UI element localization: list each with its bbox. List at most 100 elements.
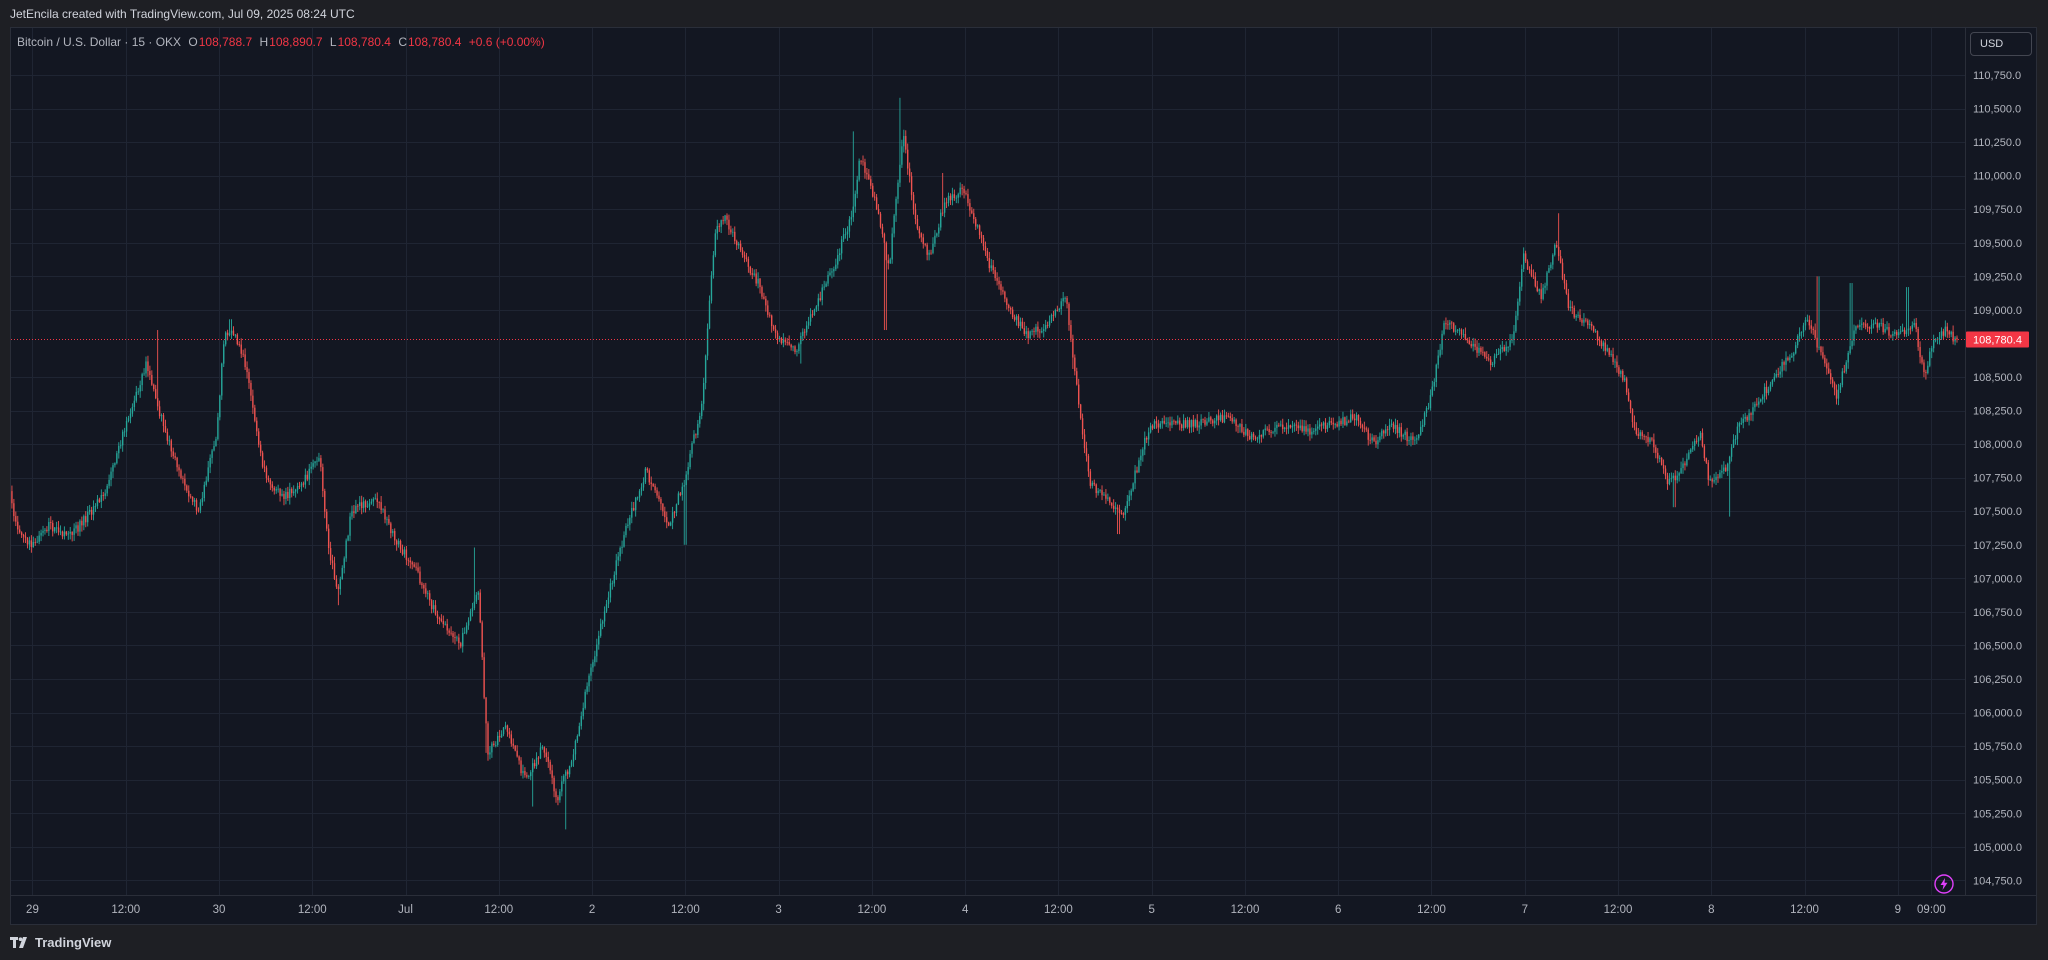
candle-up <box>1107 493 1109 502</box>
candle-down <box>1089 468 1092 489</box>
candle-down <box>988 251 991 273</box>
candle-body <box>1532 275 1535 277</box>
candle-up <box>386 516 388 526</box>
candle-up <box>1728 455 1731 517</box>
candle-body <box>1394 424 1397 429</box>
candle-body <box>462 632 464 647</box>
candle-up <box>100 489 103 509</box>
candle-up <box>1898 329 1900 339</box>
candle-body <box>312 463 314 467</box>
candle-down <box>258 428 260 448</box>
candle-down <box>1451 320 1453 329</box>
candle-body <box>1507 346 1509 348</box>
candle-up <box>397 538 400 548</box>
candle-down <box>1052 310 1055 322</box>
candle-body <box>928 252 930 255</box>
symbol-label[interactable]: Bitcoin / U.S. Dollar · 15 · OKX <box>17 35 182 49</box>
candle-body <box>57 527 60 533</box>
candle-body <box>736 241 738 246</box>
candle-body <box>1043 329 1045 331</box>
candle-body <box>516 750 518 757</box>
candle-up <box>1287 418 1290 434</box>
change-value: +0.6 (+0.00%) <box>468 35 545 49</box>
candle-up <box>347 534 349 542</box>
candle-up <box>588 673 590 692</box>
candle-down <box>1231 414 1233 424</box>
candle-body <box>1346 421 1348 426</box>
candle-body <box>1863 323 1865 325</box>
candle-body <box>693 434 695 444</box>
candle-down <box>327 524 330 555</box>
candle-down <box>992 259 994 274</box>
candle-body <box>1909 328 1912 330</box>
candle-up <box>1342 411 1344 429</box>
candle-down <box>877 204 880 215</box>
candle-body <box>92 506 95 515</box>
candle-body <box>1938 337 1941 340</box>
candle-body <box>1402 434 1404 437</box>
flash-icon[interactable] <box>1933 873 1955 895</box>
candle-body <box>343 558 345 568</box>
candle-body <box>189 496 192 498</box>
low-value: 108,780.4 <box>337 35 391 49</box>
candle-up <box>609 578 612 603</box>
candle-up <box>1594 328 1597 333</box>
candle-down <box>189 493 192 499</box>
candle-body <box>1919 346 1921 358</box>
candle-up <box>224 331 227 347</box>
candle-body <box>1851 341 1853 347</box>
candle-body <box>1190 420 1193 428</box>
candle-down <box>322 463 324 498</box>
candle-up <box>1874 317 1877 325</box>
candle-down <box>1705 457 1708 464</box>
candle-up <box>636 496 639 501</box>
candle-down <box>1357 414 1360 427</box>
candle-down <box>907 143 909 175</box>
candle-up <box>1048 315 1051 328</box>
candle-down <box>860 160 862 165</box>
candle-body <box>553 777 555 792</box>
candle-body <box>716 226 718 234</box>
candle-down <box>1180 423 1183 432</box>
candle-body <box>1464 334 1467 340</box>
candle-body <box>1882 323 1884 333</box>
candle-up <box>1806 314 1809 323</box>
candle-down <box>662 503 664 517</box>
candle-up <box>1713 473 1715 484</box>
candle-body <box>304 474 307 485</box>
candle-body <box>223 344 225 364</box>
candle-down <box>1557 213 1560 261</box>
candle-body <box>669 522 672 526</box>
candle-down <box>246 361 248 379</box>
tradingview-logo[interactable]: TradingView <box>10 935 111 950</box>
candle-up <box>1509 334 1511 351</box>
candle-body <box>465 625 468 633</box>
candle-down <box>872 183 874 198</box>
currency-selector[interactable]: USD <box>1970 32 2032 56</box>
candle-body <box>1122 513 1125 515</box>
candle-body <box>1272 431 1274 433</box>
candle-body <box>796 351 798 353</box>
candle-down <box>1777 367 1779 378</box>
price-tick-label: 108,250.0 <box>1973 406 2022 418</box>
price-chart[interactable]: 104,750.0105,000.0105,250.0105,500.0105,… <box>0 0 2048 925</box>
candle-body <box>450 632 452 634</box>
candle-body <box>895 198 897 216</box>
candle-body <box>506 725 509 732</box>
candle-body <box>329 548 332 561</box>
candle-down <box>1120 509 1123 515</box>
candle-body <box>1861 323 1863 325</box>
candle-body <box>1845 362 1847 372</box>
candle-down <box>566 769 569 779</box>
candle-body <box>1719 472 1721 478</box>
candle-body <box>1076 371 1078 385</box>
candle-up <box>584 689 586 710</box>
candle-body <box>945 202 948 204</box>
candle-up <box>1317 420 1319 435</box>
candle-body <box>520 760 522 774</box>
candle-body <box>1530 269 1533 276</box>
candle-up <box>88 504 91 515</box>
candle-body <box>807 321 810 326</box>
candle-up <box>40 529 42 542</box>
candle-body <box>473 601 476 608</box>
